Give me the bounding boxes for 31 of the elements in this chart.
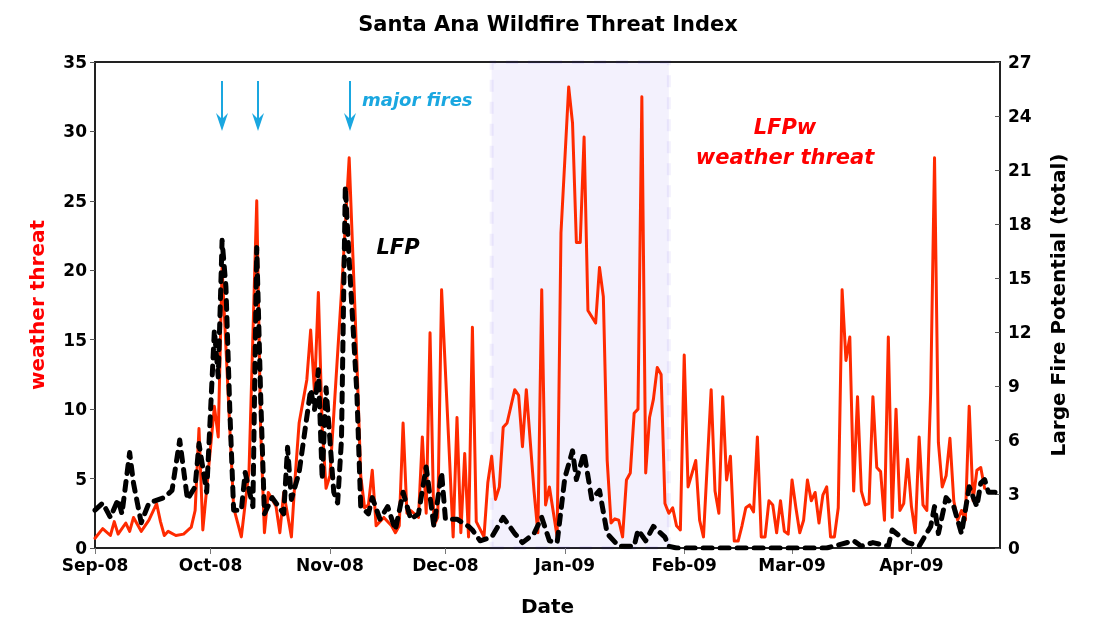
x-axis-title: Date [520,594,575,618]
y2-tick-label: 3 [1008,484,1020,504]
x-tick-label: Dec-08 [412,554,479,575]
y2-tick-label: 21 [1008,160,1032,180]
y-tick-label: 10 [63,399,88,420]
text: LFPw weather threat [695,115,876,169]
y2-tick-label: 9 [1008,376,1020,396]
x-tick-label: Feb-09 [651,554,717,575]
x-tick-label: Apr-09 [879,554,944,575]
x-tick-label: Mar-09 [758,554,826,575]
y-tick-label: 20 [63,260,88,281]
y-tick-label: 35 [63,52,87,72]
y2-axis-title: Large Fire Potential (total) [1046,153,1070,457]
y-axis-title: weather threat [25,219,49,391]
y2-tick-label: 15 [1008,268,1032,288]
chart-title: Santa Ana Wildfire Threat Index [358,11,739,36]
y2-tick-label: 12 [1008,322,1032,342]
y2-tick-label: 27 [1008,52,1032,72]
y2-tick-label: 24 [1008,106,1032,126]
series-label: LFP [376,235,421,259]
y2-tick-label: 0 [1008,538,1020,558]
x-tick-label: Nov-08 [296,554,364,575]
y-tick-label: 30 [63,121,88,142]
x-tick-label: Oct-08 [178,554,243,575]
y-tick-label: 5 [75,468,87,489]
y-tick-label: 15 [63,329,87,350]
y2-tick-label: 18 [1008,214,1032,234]
x-tick-label: Jan-09 [533,554,596,575]
y-tick-label: 25 [63,190,87,211]
y2-tick-label: 6 [1008,430,1020,450]
annotation: major fires [362,88,473,110]
